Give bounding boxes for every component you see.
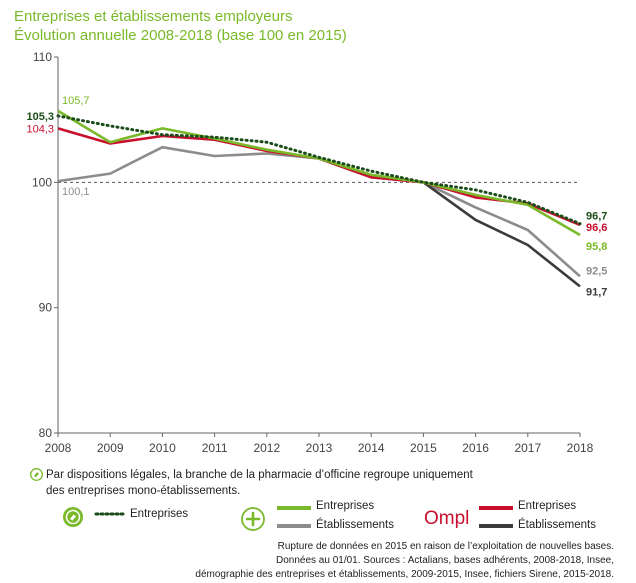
x-tick-label: 2016 [462,441,489,455]
x-tick-label: 2015 [410,441,437,455]
y-tick-label: 100 [32,175,52,189]
data-label: 96,7 [586,211,607,223]
data-label: 96,6 [586,222,607,234]
data-label: 92,5 [586,265,607,277]
pharmacy-branch-icon [30,468,43,481]
legend-swatch-ompl-entreprises [479,506,513,510]
x-tick-label: 2011 [202,441,228,455]
branch-plus-icon [241,507,265,531]
y-tick-label: 90 [39,301,53,315]
y-tick-label: 80 [39,426,53,440]
data-label: 91,7 [586,286,607,298]
x-tick-label: 2018 [567,441,594,455]
line-chart: 80 90 100 110 2008 2009 2010 2011 2012 2013 2014 20… [26,50,607,455]
source-line-3: démographie des entreprises et établisse… [195,569,614,580]
data-label: 105,7 [62,95,90,107]
series-line-branche-etablissements [57,145,581,278]
footnote: Par dispositions légales, la branche de … [30,467,473,499]
legend-swatch-branche-etablissements [277,524,311,528]
series-line-ompl-entreprises [57,127,581,227]
legend-swatch-ompl-etablissements [479,524,513,528]
ompl-logo-text: Ompl [424,508,469,529]
data-label: 100,1 [62,186,90,198]
series-line-pharmacie-entreprises [56,114,582,226]
x-tick-label: 2010 [149,441,176,455]
series-line-ompl-etablissements [422,181,581,288]
footnote-line-1: Par dispositions légales, la branche de … [46,469,473,481]
legend-label-pharmacie-entreprises: Entreprises [130,508,189,520]
x-tick-label: 2013 [306,441,333,455]
chart-title: Entreprises et établissements employeurs [14,8,293,25]
x-tick-label: 2008 [45,441,72,455]
pharmacy-circle-icon [63,507,83,527]
source-line-1: Rupture de données en 2015 en raison de … [277,541,614,552]
data-label: 105,3 [26,111,54,123]
chart-subtitle: Évolution annuelle 2008-2018 (base 100 e… [14,27,347,44]
x-tick-label: 2009 [97,441,124,455]
x-tick-label: 2014 [358,441,385,455]
y-tick-label: 110 [33,50,52,64]
footnote-line-2: des entreprises mono-établissements. [46,485,241,497]
source-line-2: Données au 01/01. Sources : Actalians, b… [275,555,614,566]
legend-swatch-pharmacie-entreprises [94,512,128,516]
legend-swatch-branche-entreprises [277,506,311,510]
legend-label-ompl-etablissements: Établissements [518,519,596,531]
legend-label-branche-entreprises: Entreprises [316,500,375,512]
x-tick-label: 2012 [253,441,280,455]
legend-label-ompl-entreprises: Entreprises [518,500,577,512]
x-tick-label: 2017 [514,441,541,455]
data-label: 95,8 [586,241,607,253]
ompl-logo: Ompl [424,508,469,529]
data-label: 104,3 [26,123,54,135]
legend-label-branche-etablissements: Établissements [316,519,394,531]
